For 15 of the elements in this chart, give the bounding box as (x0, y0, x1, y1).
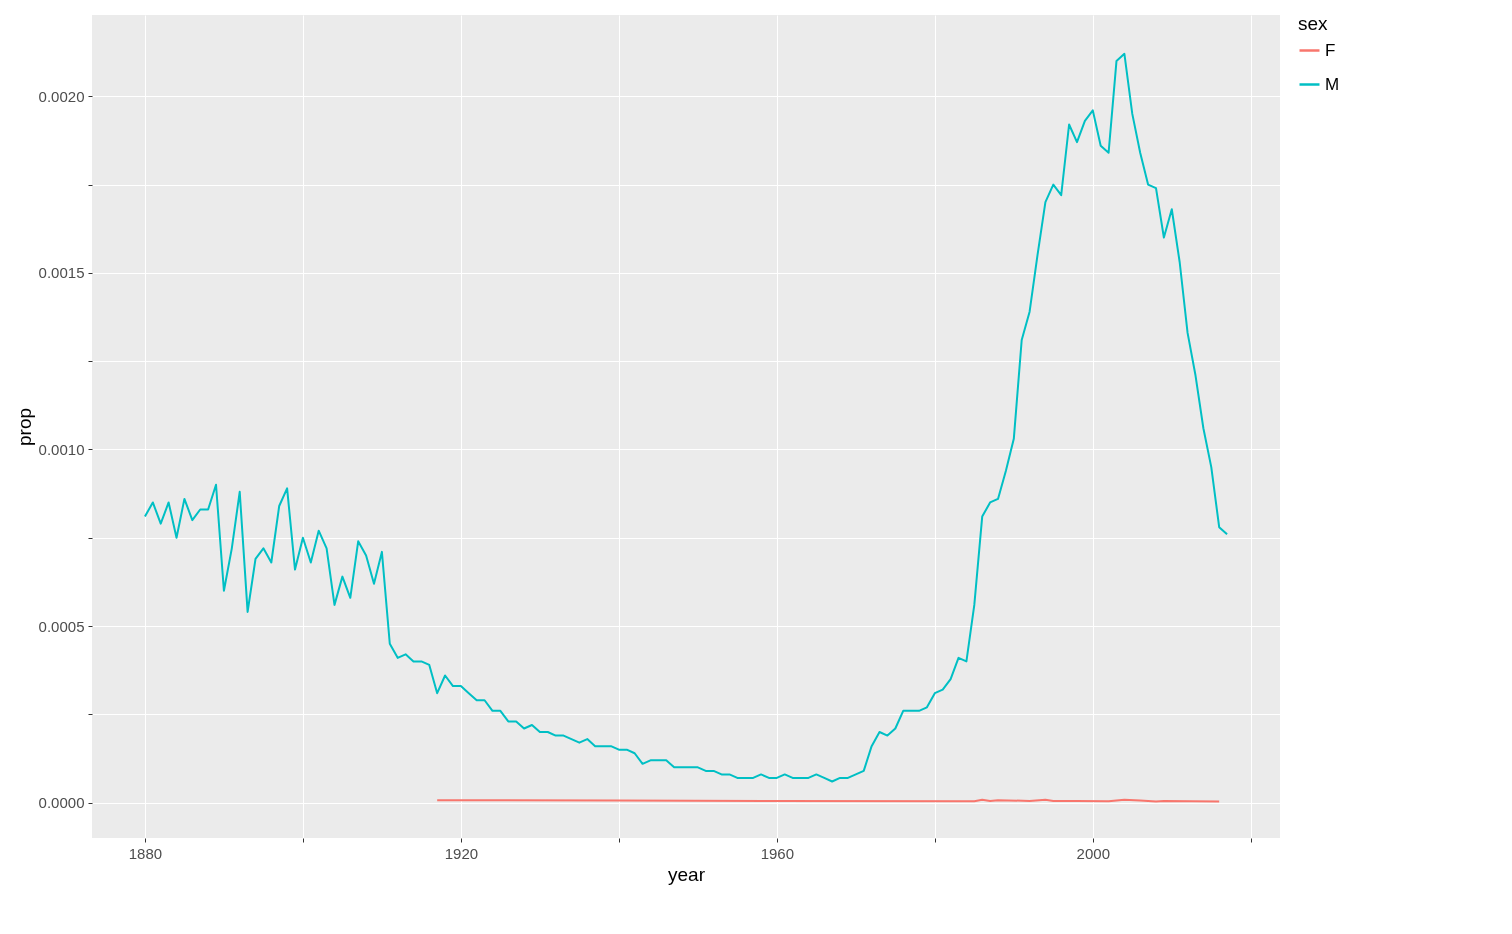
y-tick-label: 0.0010 (38, 440, 85, 458)
y-axis-title: prop (13, 407, 35, 447)
x-axis-title: year (668, 863, 706, 885)
x-tick-label: 2000 (1076, 844, 1110, 862)
y-tick-label: 0.0005 (38, 617, 85, 635)
legend-title: sex (1298, 13, 1329, 34)
legend-label: F (1325, 40, 1336, 60)
y-tick-label: 0.0015 (38, 264, 85, 282)
y-tick-label: 0.0020 (38, 87, 85, 105)
x-tick-label: 1960 (760, 844, 795, 862)
legend-label: M (1325, 74, 1340, 94)
x-tick-label: 1880 (128, 844, 163, 862)
x-tick-label: 1920 (444, 844, 479, 862)
y-tick-label: 0.0000 (38, 794, 85, 812)
line-series (143, 52, 1229, 783)
